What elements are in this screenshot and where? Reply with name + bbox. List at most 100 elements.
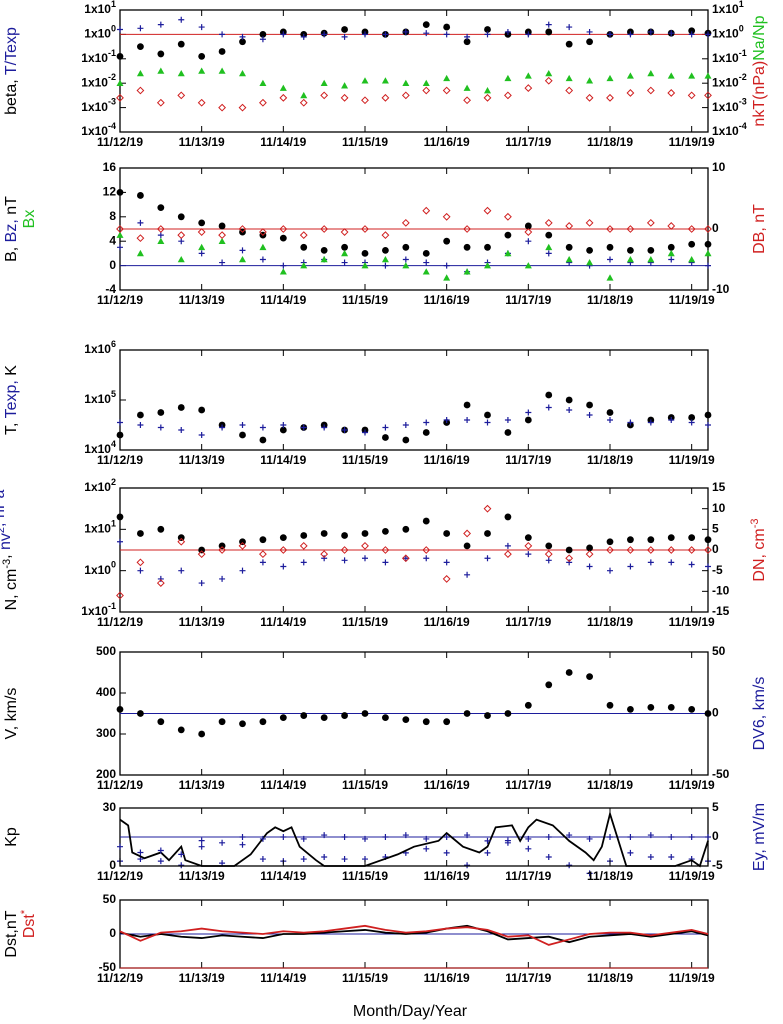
data-point: [504, 710, 512, 717]
data-point: [178, 16, 185, 23]
data-point: [484, 419, 491, 426]
data-point: [646, 546, 655, 554]
data-point: [177, 537, 186, 546]
data-point: [219, 839, 226, 846]
data-point: [647, 256, 655, 263]
data-point: [259, 243, 267, 251]
data-point: [626, 225, 635, 233]
data-point: [137, 411, 144, 419]
data-point: [545, 557, 552, 564]
data-point: [422, 79, 430, 86]
series-velocity-0: [116, 669, 712, 738]
data-point: [279, 93, 288, 102]
y-tick-label: 1x10-4: [81, 121, 116, 138]
data-point: [156, 579, 165, 587]
data-point: [197, 228, 206, 236]
data-point: [198, 580, 205, 587]
y-axis-label-secondary: Dst*: [19, 909, 38, 938]
data-point: [137, 43, 144, 50]
data-point: [545, 681, 553, 689]
data-point: [157, 409, 165, 416]
data-point: [239, 538, 246, 546]
x-tick-label: 11/15/19: [342, 869, 388, 883]
data-point: [239, 33, 246, 40]
data-point: [300, 712, 308, 719]
x-tick-label: 11/13/19: [179, 971, 225, 985]
data-point: [566, 24, 573, 31]
x-tick-label: 11/15/19: [342, 135, 388, 149]
data-point: [362, 31, 368, 38]
y2-tick-label: 15: [712, 480, 726, 494]
data-point: [687, 546, 696, 554]
data-point: [545, 243, 553, 251]
data-point: [524, 222, 532, 230]
data-point: [705, 31, 711, 38]
data-point: [116, 93, 124, 102]
data-point: [647, 246, 655, 254]
data-point: [484, 555, 491, 562]
data-point: [402, 256, 409, 263]
y-tick-label: 1x106: [84, 339, 116, 356]
data-point: [423, 419, 430, 426]
data-point: [688, 72, 696, 79]
data-point: [238, 541, 247, 550]
data-point: [463, 96, 471, 105]
x-tick-label: 11/13/19: [179, 293, 225, 307]
x-tick-label: 11/17/19: [505, 778, 551, 792]
x-tick-label: 11/15/19: [342, 453, 388, 467]
data-point: [178, 862, 185, 869]
data-point: [565, 396, 573, 404]
x-tick-label: 11/12/19: [97, 778, 143, 792]
data-point: [321, 832, 328, 839]
data-point: [463, 268, 471, 275]
y2-tick-label: 5: [712, 800, 719, 814]
x-tick-label: 11/12/19: [97, 135, 143, 149]
x-tick-label: 11/19/19: [669, 453, 715, 467]
series-field-1: [117, 219, 711, 275]
y2-tick-label: 0: [712, 221, 719, 235]
data-point: [279, 268, 287, 275]
data-point: [280, 422, 287, 428]
data-point: [442, 575, 451, 583]
data-point: [402, 436, 410, 444]
data-point: [198, 67, 206, 74]
series-kp-0: [119, 810, 709, 868]
data-point: [504, 417, 511, 423]
data-point: [626, 256, 634, 263]
x-tick-label: 11/14/19: [260, 135, 306, 149]
series-density-0: [116, 513, 712, 554]
data-point: [626, 72, 634, 79]
series-field-0: [116, 189, 712, 257]
data-point: [565, 243, 573, 251]
data-point: [667, 89, 676, 97]
data-point: [300, 559, 307, 566]
data-point: [218, 222, 226, 230]
data-point: [157, 232, 164, 239]
data-point: [566, 862, 573, 869]
data-point: [341, 834, 348, 840]
data-point: [606, 93, 614, 102]
data-point: [545, 21, 552, 28]
data-point: [382, 31, 389, 38]
data-point: [239, 720, 246, 728]
data-point: [423, 835, 430, 842]
data-point: [259, 550, 267, 559]
data-point: [704, 710, 712, 717]
x-tick-label: 11/13/19: [179, 615, 225, 629]
panel-dst: -50 0 50 Dst,nT Dst* 11/12/19 11/13/19 11/14/19…: [3, 892, 715, 985]
data-point: [300, 856, 307, 863]
data-point: [116, 431, 124, 439]
data-point: [361, 77, 369, 84]
data-point: [219, 31, 226, 38]
data-point: [443, 31, 450, 38]
data-point: [137, 219, 144, 226]
data-point: [463, 710, 471, 717]
x-tick-label: 11/13/19: [179, 453, 225, 467]
series-line: [119, 924, 709, 944]
data-point: [504, 429, 512, 436]
y2-tick-label: 1x100: [712, 24, 744, 41]
data-point: [218, 67, 226, 74]
x-tick-label: 11/19/19: [669, 778, 715, 792]
x-tick-label: 11/19/19: [669, 615, 715, 629]
